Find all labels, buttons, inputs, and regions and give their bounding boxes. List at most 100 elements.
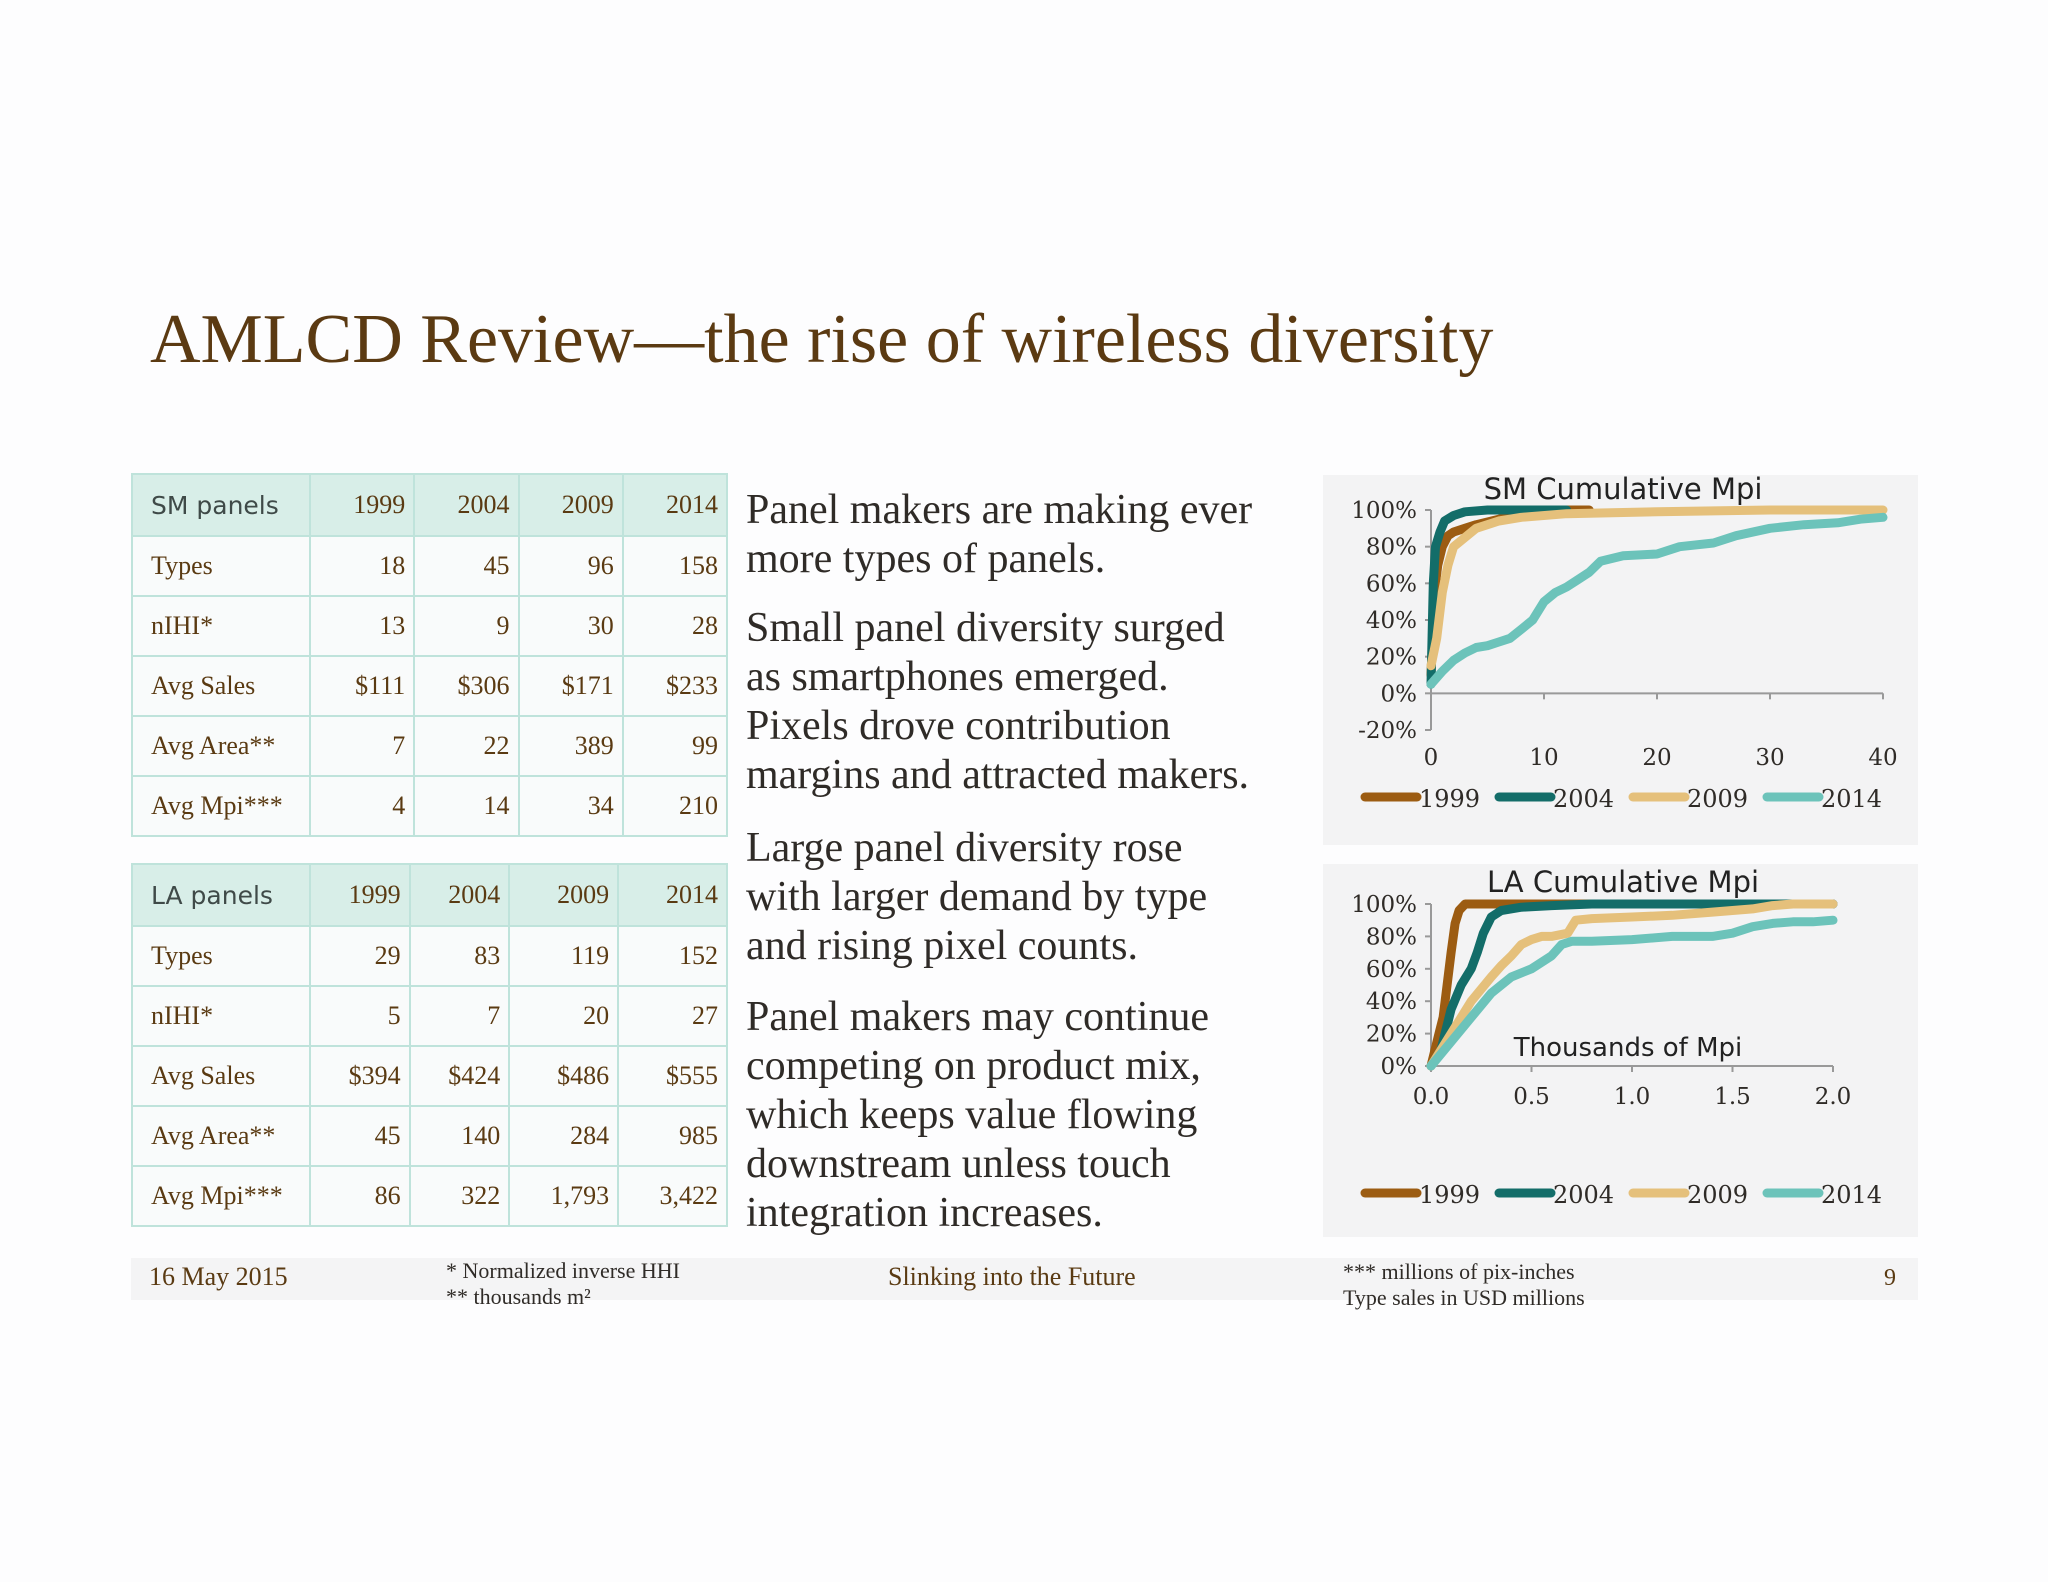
table-row: Avg Sales $111 $306 $171 $233	[131, 655, 729, 717]
table-row: Avg Area** 45 140 284 985	[131, 1105, 728, 1167]
cell-value: 152	[617, 925, 728, 987]
cell-value: $555	[617, 1045, 728, 1107]
text-line: which keeps value flowing	[746, 1092, 1198, 1138]
row-label: Avg Area**	[131, 1105, 311, 1167]
la-panels-table: LA panels 1999 2004 2009 2014 Types 29 8…	[131, 863, 728, 1227]
page-number: 9	[1884, 1265, 1896, 1291]
text-line: margins and attracted makers.	[746, 752, 1250, 798]
text-line: with larger demand by type	[746, 874, 1208, 920]
table-row: Avg Sales $394 $424 $486 $555	[131, 1045, 728, 1107]
row-label: Types	[131, 535, 311, 597]
cell-value: $424	[408, 1045, 511, 1107]
cell-value: 5	[309, 985, 411, 1047]
cell-value: 14	[413, 775, 520, 837]
cell-value: 96	[517, 535, 624, 597]
cell-value: 389	[517, 715, 624, 777]
table-header-row: LA panels 1999 2004 2009 2014	[131, 863, 728, 927]
cell-value: 284	[508, 1105, 620, 1167]
table-row: nIHI* 5 7 20 27	[131, 985, 728, 1047]
legend-label: 2009	[1687, 1181, 1748, 1209]
la-chart-panel: LA Cumulative Mpi 0% 20% 40% 60% 80% 100% 0.0 0.…	[1323, 864, 1918, 1237]
cell-value: 86	[309, 1165, 411, 1227]
x-tick-label: 10	[1529, 745, 1558, 771]
cell-value: $306	[413, 655, 520, 717]
y-tick-label: 100%	[1351, 498, 1417, 524]
row-label: Avg Sales	[131, 655, 311, 717]
text-line: Large panel diversity rose	[746, 825, 1183, 871]
year-header: 1999	[309, 863, 411, 927]
paragraph-4: Panel makers may continue competing on p…	[746, 993, 1316, 1238]
year-header: 1999	[308, 473, 416, 537]
series-line-2004	[1426, 899, 1838, 1071]
y-tick-label: 20%	[1366, 1022, 1417, 1048]
table-row: Avg Area** 7 22 389 99	[131, 715, 729, 777]
footer-bar	[131, 1258, 1918, 1300]
table-header-label: LA panels	[131, 863, 311, 927]
y-tick-label: 100%	[1351, 892, 1417, 918]
year-header: 2009	[508, 863, 620, 927]
cell-value: 7	[408, 985, 511, 1047]
cell-value: 13	[308, 595, 416, 657]
y-tick-label: 0%	[1381, 681, 1418, 707]
slide-title: AMLCD Review—the rise of wireless divers…	[150, 301, 1494, 378]
cell-value: 985	[617, 1105, 728, 1167]
x-tick-label: 20	[1642, 745, 1671, 771]
y-tick-label: 80%	[1366, 535, 1417, 561]
footnote-line: *** millions of pix-inches	[1343, 1259, 1575, 1284]
footnote-line: Type sales in USD millions	[1343, 1285, 1585, 1310]
text-line: Panel makers may continue	[746, 994, 1210, 1040]
footer-center-title: Slinking into the Future	[888, 1262, 1136, 1291]
x-axis-label: Thousands of Mpi	[1513, 1033, 1743, 1063]
y-tick-label: 40%	[1366, 608, 1417, 634]
y-tick-label: 60%	[1366, 957, 1417, 983]
text-line: as smartphones emerged.	[746, 654, 1169, 700]
legend-label: 2009	[1687, 785, 1748, 813]
y-tick-label: 60%	[1366, 571, 1417, 597]
cell-value: 28	[621, 595, 729, 657]
x-tick-label: 1.5	[1714, 1084, 1751, 1110]
sm-cumulative-chart: SM Cumulative Mpi -20% 0% 20% 40% 60% 80% 100% 0…	[1351, 475, 1897, 813]
cell-value: 4	[308, 775, 416, 837]
x-tick-label: 0	[1424, 745, 1439, 771]
table-header-label: SM panels	[131, 473, 311, 537]
sm-panels-table: SM panels 1999 2004 2009 2014 Types 18 4…	[131, 473, 729, 837]
text-line: Pixels drove contribution	[746, 703, 1171, 749]
cell-value: $233	[621, 655, 729, 717]
footer-note-left: * Normalized inverse HHI ** thousands m²	[446, 1258, 680, 1310]
cell-value: 99	[621, 715, 729, 777]
cell-value: 83	[408, 925, 511, 987]
cell-value: 27	[617, 985, 728, 1047]
table-row: Avg Mpi*** 4 14 34 210	[131, 775, 729, 837]
paragraph-2: Small panel diversity surged as smartpho…	[746, 604, 1316, 800]
row-label: Avg Mpi***	[131, 775, 311, 837]
year-header: 2004	[408, 863, 511, 927]
year-header: 2014	[621, 473, 729, 537]
table-header-row: SM panels 1999 2004 2009 2014	[131, 473, 729, 537]
cell-value: 158	[621, 535, 729, 597]
cell-value: $486	[508, 1045, 620, 1107]
table-row: Types 18 45 96 158	[131, 535, 729, 597]
cell-value: 45	[413, 535, 520, 597]
x-tick-label: 2.0	[1815, 1084, 1852, 1110]
table-row: Types 29 83 119 152	[131, 925, 728, 987]
sm-chart-panel: SM Cumulative Mpi -20% 0% 20% 40% 60% 80% 100% 0…	[1323, 475, 1918, 845]
row-label: nIHI*	[131, 985, 311, 1047]
y-tick-label: -20%	[1358, 718, 1417, 744]
row-label: Avg Sales	[131, 1045, 311, 1107]
text-line: more types of panels.	[746, 536, 1106, 582]
cell-value: $171	[517, 655, 624, 717]
x-tick-label: 0.0	[1413, 1084, 1450, 1110]
row-label: Types	[131, 925, 311, 987]
legend-label: 2004	[1553, 785, 1614, 813]
x-tick-label: 40	[1868, 745, 1897, 771]
text-line: downstream unless touch	[746, 1141, 1171, 1187]
legend-label: 2004	[1553, 1181, 1614, 1209]
row-label: nIHI*	[131, 595, 311, 657]
row-label: Avg Mpi***	[131, 1165, 311, 1227]
cell-value: $394	[309, 1045, 411, 1107]
y-tick-label: 20%	[1366, 645, 1417, 671]
series-line-2014	[1426, 512, 1888, 689]
y-tick-label: 80%	[1366, 924, 1417, 950]
text-line: competing on product mix,	[746, 1043, 1201, 1089]
cell-value: 119	[508, 925, 620, 987]
